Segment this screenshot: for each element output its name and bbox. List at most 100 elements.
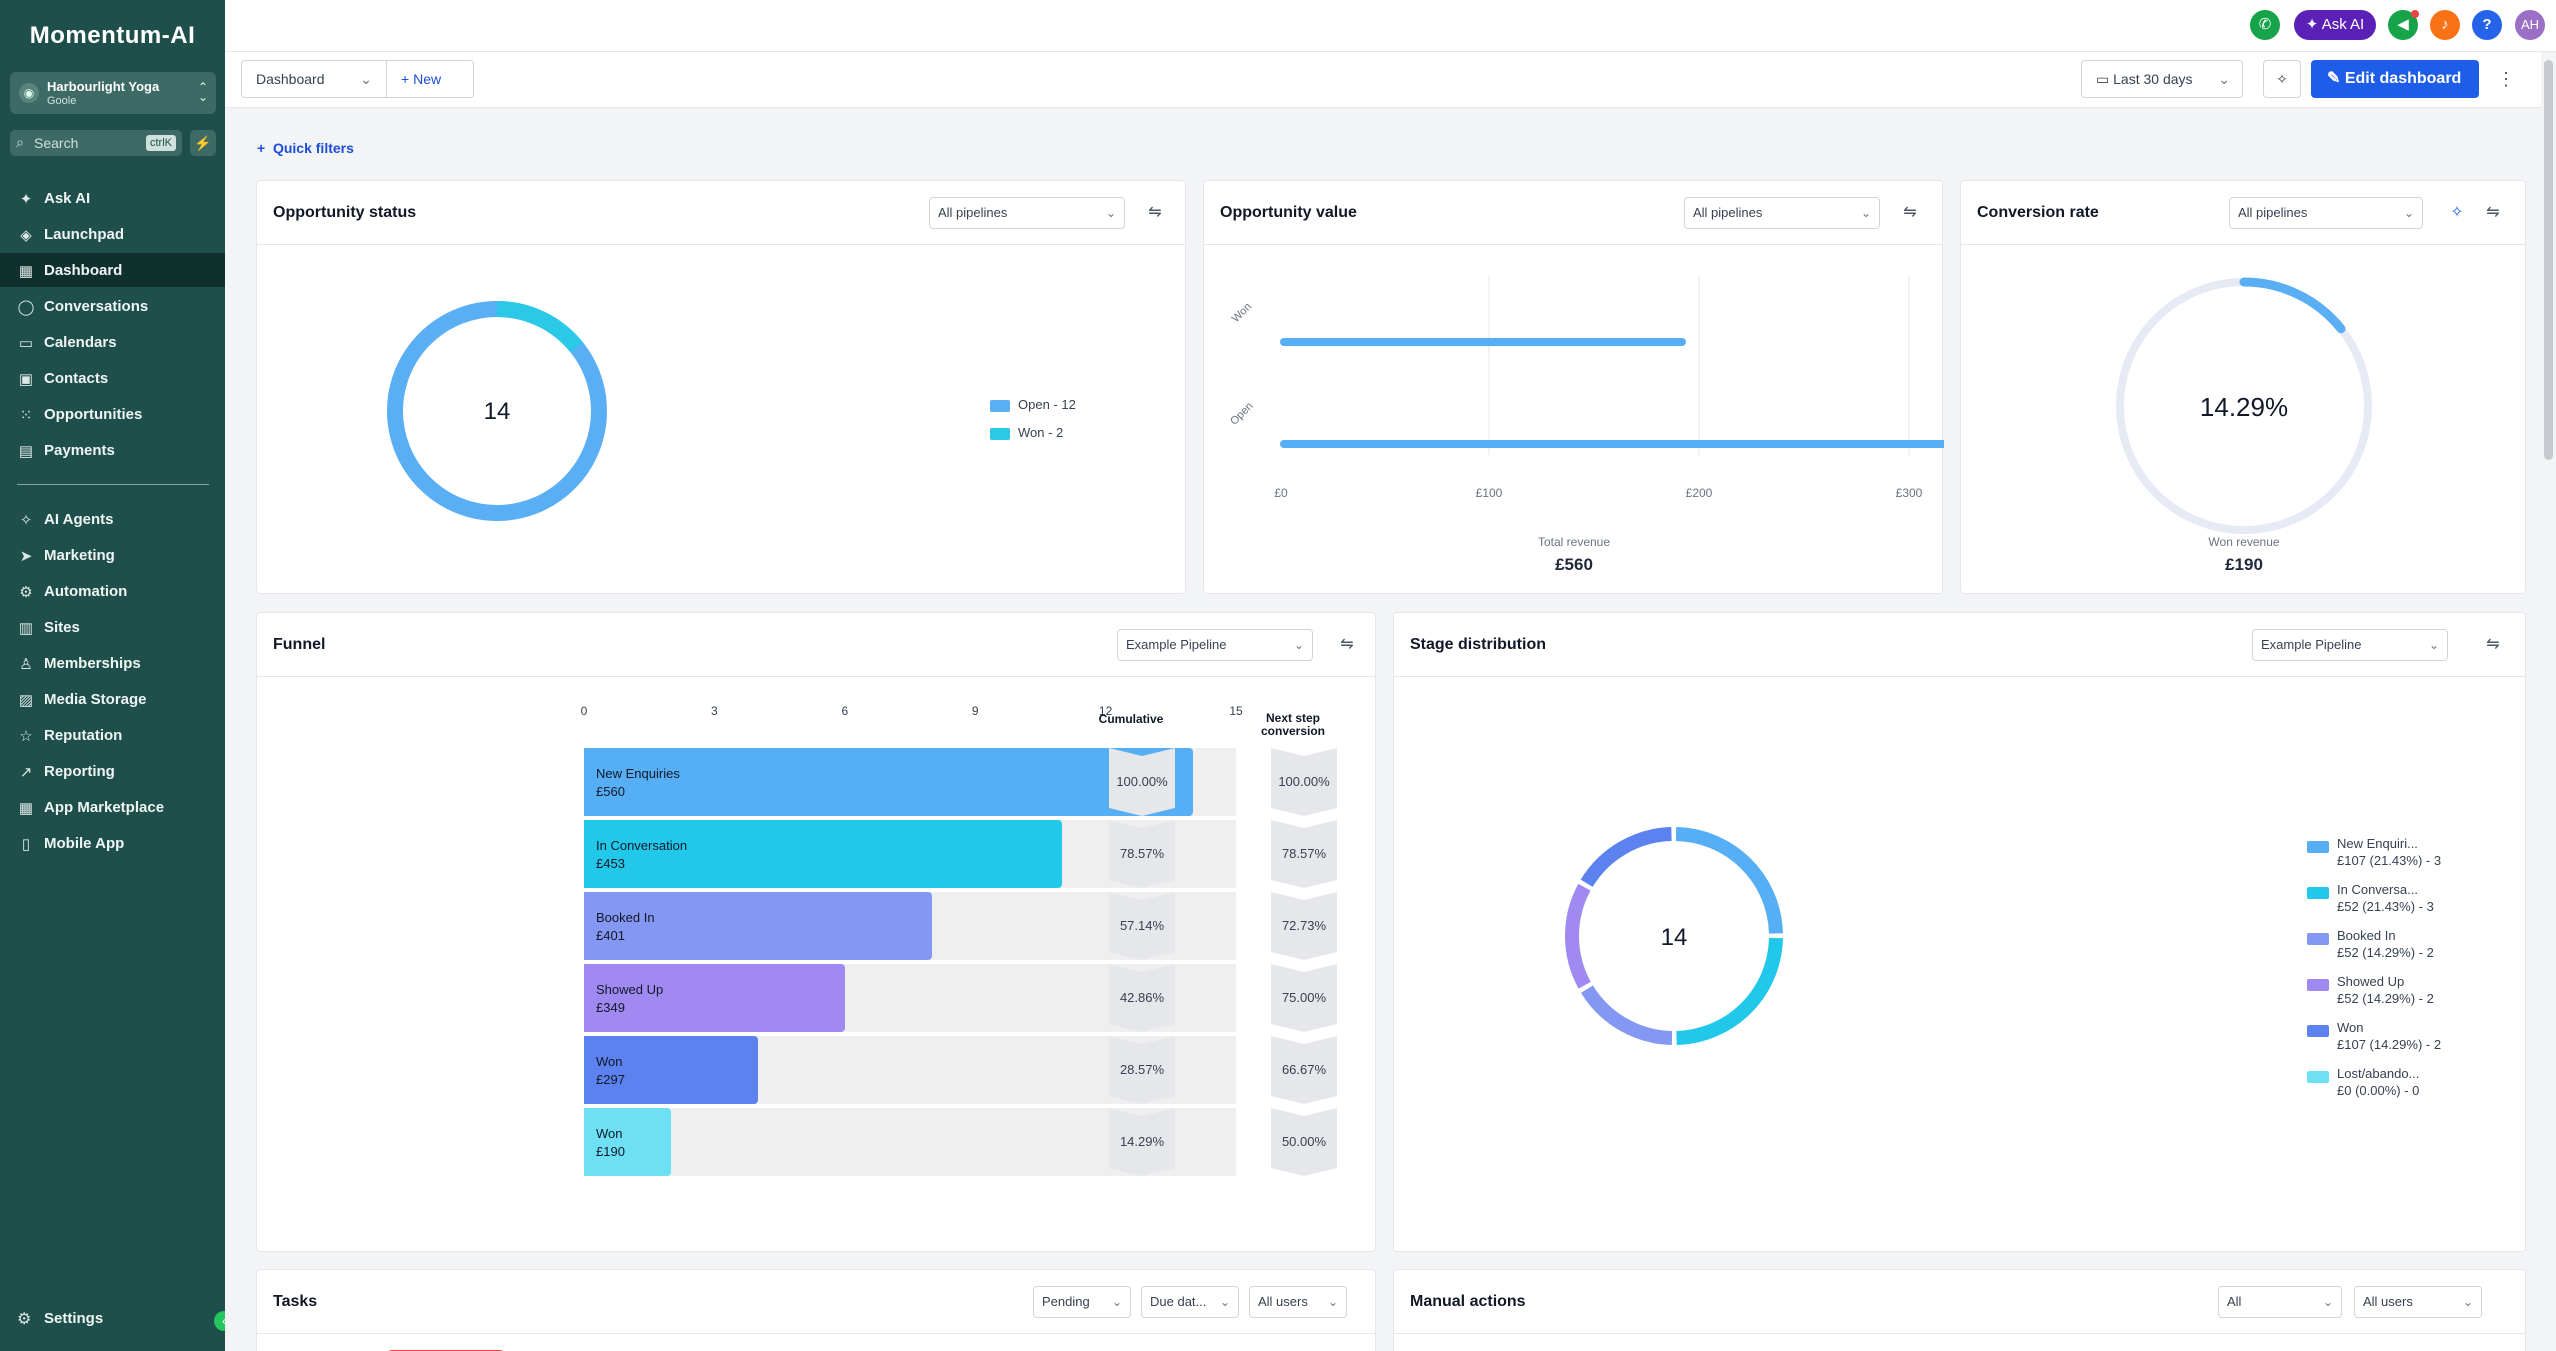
dashboard-select[interactable]: Dashboard ⌄ (241, 60, 387, 98)
nav-opportunities[interactable]: ⁙ Opportunities (0, 397, 225, 431)
ai-sparkle-icon[interactable]: ✧ (2450, 204, 2464, 221)
funnel-stage-value: £401 (596, 928, 625, 943)
action-type-filter-select[interactable]: All ⌄ (2218, 1286, 2342, 1318)
x-axis-label: Total revenue (1537, 535, 1611, 549)
select-value: All (2227, 1294, 2242, 1309)
funnel-stage-value: £560 (596, 784, 625, 799)
legend-value: £0 (0.00%) - 0 (2337, 1083, 2420, 1098)
nav-label: Contacts (44, 370, 109, 387)
pipeline-filter-select[interactable]: All pipelines ⌄ (929, 197, 1125, 229)
phone-icon[interactable]: ✆ (2250, 10, 2280, 40)
more-options-icon[interactable]: ⋮ (2497, 69, 2515, 89)
legend-label: Open - 12 (1018, 397, 1076, 412)
new-dashboard-button[interactable]: + New (386, 60, 474, 98)
legend-swatch (2307, 1025, 2329, 1037)
funnel-stage-value: £297 (596, 1072, 625, 1087)
nav-reputation[interactable]: ☆ Reputation (0, 718, 225, 752)
settings-label: Settings (44, 1310, 104, 1327)
pencil-icon: ✎ (2327, 70, 2345, 87)
avatar[interactable]: AH (2515, 10, 2545, 40)
filter-sliders-icon[interactable]: ⇋ (1148, 204, 1162, 221)
nav-reporting[interactable]: ↗ Reporting (0, 754, 225, 788)
filter-sliders-icon[interactable]: ⇋ (2486, 636, 2500, 653)
quick-action-bolt-icon[interactable]: ⚡ (190, 130, 216, 156)
nav-automation[interactable]: ⚙ Automation (0, 574, 225, 608)
x-tick-label: £200 (1686, 486, 1713, 500)
nav-app-marketplace[interactable]: ▦ App Marketplace (0, 790, 225, 824)
nav-ask-ai[interactable]: ✦ Ask AI (0, 181, 225, 215)
rocket-icon: ◈ (20, 227, 32, 244)
filter-sliders-icon[interactable]: ⇋ (1903, 204, 1917, 221)
nav-marketing[interactable]: ➤ Marketing (0, 538, 225, 572)
scrollbar-thumb[interactable] (2544, 60, 2553, 460)
donut-center-label: 14 (484, 398, 511, 425)
gauge-progress (2115, 277, 2373, 535)
stage-distribution-card: Stage distribution Example Pipeline ⌄ ⇋ 1… (1393, 612, 2526, 1252)
nav-settings[interactable]: ⚙ Settings (0, 1301, 225, 1335)
nav-sites[interactable]: ▥ Sites (0, 610, 225, 644)
account-name: Harbourlight Yoga (47, 79, 160, 94)
nav-memberships[interactable]: ♙ Memberships (0, 646, 225, 680)
account-switcher[interactable]: ◉ Harbourlight Yoga Goole ⌃ ⌄ (10, 72, 216, 114)
stage-legend-item: In Conversa... £52 (21.43%) - 3 (2307, 881, 2434, 915)
stage-legend: New Enquiri... £107 (21.43%) - 3 In Conver… (2307, 835, 2507, 1115)
legend-stage: Booked In (2337, 928, 2396, 943)
nav-launchpad[interactable]: ◈ Launchpad (0, 217, 225, 251)
quick-filters-button[interactable]: + Quick filters (257, 140, 354, 156)
legend-value: £52 (14.29%) - 2 (2337, 945, 2434, 960)
chevron-down-icon: ⌄ (1111, 1295, 1122, 1309)
nav-ai-agents[interactable]: ✧ AI Agents (0, 502, 225, 536)
help-icon[interactable]: ? (2472, 10, 2502, 40)
nav-mobile-app[interactable]: ▯ Mobile App (0, 826, 225, 860)
legend-item-won: Won - 2 (990, 425, 1063, 440)
funnel-stage-name: Booked In (596, 910, 655, 925)
due-date-filter-select[interactable]: Due dat... ⌄ (1141, 1286, 1239, 1318)
nav-label: Automation (44, 583, 128, 600)
user-filter-select[interactable]: All users ⌄ (2354, 1286, 2482, 1318)
x-tick-label: £0 (1274, 486, 1288, 500)
pipeline-filter-select[interactable]: All pipelines ⌄ (1684, 197, 1880, 229)
sparkle-icon: ✦ (19, 191, 33, 208)
y-tick-label: Open (1228, 400, 1256, 428)
nav-payments[interactable]: ▤ Payments (0, 433, 225, 467)
nav-contacts[interactable]: ▣ Contacts (0, 361, 225, 395)
dashboard-canvas: + Quick filters Opportunity status All p… (225, 108, 2541, 1351)
cumulative-pct: 100.00% (1109, 748, 1175, 816)
donut-center-label: 14 (1661, 924, 1688, 951)
stage-distribution-donut: 14 (1565, 827, 1783, 1045)
pipeline-filter-select[interactable]: All pipelines ⌄ (2229, 197, 2423, 229)
filter-sliders-icon[interactable]: ⇋ (2486, 204, 2500, 221)
stage-legend-item: Showed Up £52 (14.29%) - 2 (2307, 973, 2434, 1007)
next-step-pct: 72.73% (1271, 892, 1337, 960)
funnel-stage-name: In Conversation (596, 838, 688, 853)
chevron-down-icon: ⌄ (2403, 206, 2414, 220)
nav-media-storage[interactable]: ▨ Media Storage (0, 682, 225, 716)
status-filter-select[interactable]: Pending ⌄ (1033, 1286, 1131, 1318)
chevron-down-icon: ⌄ (2462, 1295, 2473, 1309)
cumulative-pct: 78.57% (1109, 820, 1175, 888)
funnel-bar: New Enquiries £560 (584, 748, 1193, 816)
date-range-select[interactable]: ▭ Last 30 days ⌄ (2081, 60, 2243, 98)
plus-icon: + (257, 140, 273, 156)
ai-magic-button[interactable]: ✧ (2263, 60, 2301, 98)
card-title: Tasks (273, 1293, 318, 1310)
sparkle-icon: ✦ (2305, 16, 2322, 33)
notification-dot (2411, 10, 2419, 18)
user-filter-select[interactable]: All users ⌄ (1249, 1286, 1347, 1318)
card-title: Manual actions (1410, 1293, 1526, 1310)
edit-dashboard-button[interactable]: ✎ Edit dashboard (2311, 60, 2479, 98)
page-scrollbar[interactable] (2541, 52, 2556, 1351)
nav-conversations[interactable]: ◯ Conversations (0, 289, 225, 323)
ask-ai-button[interactable]: ✦ Ask AI (2294, 10, 2376, 40)
automation-icon: ⚙ (19, 584, 33, 601)
filter-sliders-icon[interactable]: ⇋ (1340, 636, 1354, 653)
nav-dashboard[interactable]: ▦ Dashboard (0, 253, 225, 287)
nav-calendars[interactable]: ▭ Calendars (0, 325, 225, 359)
search-input[interactable]: ⌕ Search ctrlK (10, 130, 182, 156)
pipeline-filter-select[interactable]: Example Pipeline ⌄ (1117, 629, 1313, 661)
legend-stage: Lost/abando... (2337, 1066, 2420, 1081)
legend-value: £107 (21.43%) - 3 (2337, 853, 2442, 868)
pipeline-filter-select[interactable]: Example Pipeline ⌄ (2252, 629, 2448, 661)
bell-icon[interactable]: ♪ (2430, 10, 2460, 40)
card-title: Funnel (273, 636, 326, 653)
